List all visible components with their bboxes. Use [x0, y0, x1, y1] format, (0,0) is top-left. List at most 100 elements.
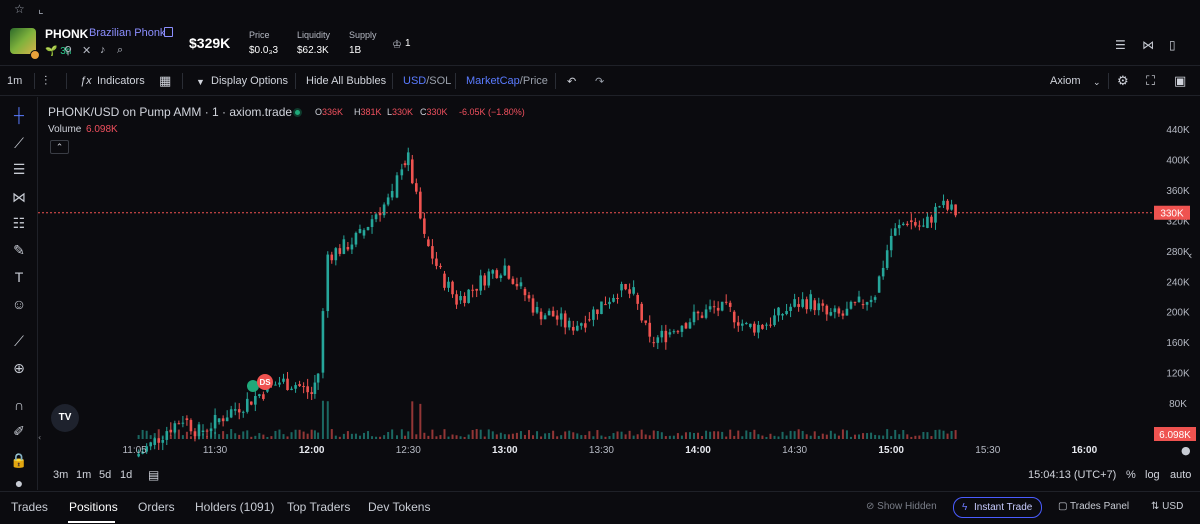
volume-bar: [383, 435, 386, 439]
hide-bubbles-button[interactable]: Hide All Bubbles: [306, 75, 387, 87]
candle-body: [455, 294, 458, 305]
candle-body: [676, 331, 680, 333]
copy-icon[interactable]: [164, 27, 173, 37]
tiktok-icon[interactable]: ♪: [100, 44, 106, 56]
volume-bar: [721, 431, 724, 439]
candle-body: [342, 239, 346, 254]
volume-bar: [286, 436, 289, 439]
candle-body: [934, 206, 937, 223]
interval-button[interactable]: 1m: [7, 75, 23, 87]
ds-marker[interactable]: DS: [247, 374, 273, 392]
eye-icon[interactable]: ●: [14, 475, 24, 491]
tab-holders[interactable]: Holders (1091): [195, 500, 275, 514]
y-tick-label: 120K: [1166, 369, 1190, 380]
auto-toggle[interactable]: auto: [1170, 469, 1192, 481]
tab-top-traders[interactable]: Top Traders: [287, 500, 351, 514]
candle-body: [724, 301, 728, 303]
volume-bar: [463, 436, 466, 439]
text-icon[interactable]: T: [14, 269, 24, 285]
zoom-icon[interactable]: ⊕: [13, 360, 25, 376]
price-chart[interactable]: 440K400K360K320K280K240K200K160K120K80K4…: [38, 97, 1200, 464]
list-icon[interactable]: ☰: [1115, 38, 1126, 52]
scroll-left-icon[interactable]: ‹: [38, 433, 41, 442]
instant-trade-button[interactable]: ϟ Instant Trade: [953, 497, 1042, 518]
ruler-icon[interactable]: ⟋: [14, 333, 24, 349]
fib-icon[interactable]: ☷: [12, 215, 26, 231]
link-icon[interactable]: ⚲: [64, 45, 73, 57]
liquidity-label: Liquidity: [297, 30, 331, 40]
volume-bar: [757, 434, 760, 439]
candle-body: [205, 430, 209, 432]
volume-bar: [407, 431, 410, 439]
candle-body: [809, 294, 813, 310]
volume-bar: [882, 435, 885, 439]
range-1m[interactable]: 1m: [76, 469, 92, 481]
source-select[interactable]: Axiom: [1050, 75, 1081, 87]
brush-icon[interactable]: ✎: [13, 242, 25, 258]
currency-toggle[interactable]: USD/SOL: [403, 75, 451, 87]
candle-type-icon[interactable]: ⫶: [44, 73, 48, 88]
percent-toggle[interactable]: %: [1126, 469, 1136, 481]
trendline-icon[interactable]: ⟋: [14, 135, 24, 151]
candle-body: [580, 323, 583, 326]
tab-orders[interactable]: Orders: [138, 500, 175, 514]
trades-panel-button[interactable]: ▢ Trades Panel: [1058, 501, 1130, 512]
redo-icon[interactable]: ↷: [595, 76, 605, 88]
layout-icon[interactable]: ▦: [159, 73, 172, 88]
volume-bar: [540, 436, 543, 439]
pattern-icon[interactable]: ⋈: [12, 189, 26, 205]
tab-trades[interactable]: Trades: [11, 500, 48, 514]
collapse-legend-button[interactable]: ⌃: [50, 140, 69, 154]
magnet-icon[interactable]: ∩: [13, 397, 25, 413]
candle-body: [403, 163, 407, 166]
fullscreen-icon[interactable]: ⛶: [1146, 73, 1156, 88]
indicators-button[interactable]: Indicators: [97, 75, 145, 87]
display-options-button[interactable]: Display Options: [211, 75, 289, 87]
undo-icon[interactable]: ↶: [567, 76, 577, 88]
bookmark-icon[interactable]: ▯: [1169, 38, 1176, 52]
candle-body: [427, 239, 430, 247]
range-5d[interactable]: 5d: [99, 469, 112, 481]
candle-body: [817, 303, 821, 311]
tradingview-logo[interactable]: TV: [51, 404, 79, 432]
volume-bar: [870, 432, 873, 439]
crosshair-icon[interactable]: ┼: [14, 107, 24, 123]
lock-drawing-icon[interactable]: ✐: [13, 423, 25, 439]
x-icon[interactable]: ✕: [82, 45, 92, 57]
candle-body: [652, 342, 656, 344]
metric-toggle[interactable]: MarketCap/Price: [466, 75, 548, 87]
emoji-icon[interactable]: ☺: [11, 296, 27, 312]
candle-body: [551, 310, 555, 317]
candle-body: [805, 299, 808, 310]
settings-dot-icon[interactable]: ●: [1181, 444, 1191, 457]
ohlc-open-value: 336K: [322, 107, 344, 117]
range-3m[interactable]: 3m: [53, 469, 69, 481]
volume-bar: [906, 434, 909, 439]
volume-bar: [894, 429, 897, 439]
tab-dev-tokens[interactable]: Dev Tokens: [368, 500, 431, 514]
range-1d[interactable]: 1d: [120, 469, 133, 481]
show-hidden-button[interactable]: ⊘ Show Hidden: [866, 501, 937, 512]
token-avatar[interactable]: [10, 28, 36, 54]
log-toggle[interactable]: log: [1145, 469, 1160, 481]
divider: [34, 73, 35, 89]
calendar-icon[interactable]: ▤: [148, 468, 160, 482]
volume-bar: [761, 435, 764, 439]
fx-icon[interactable]: ƒx: [80, 75, 92, 87]
candle-body: [692, 311, 696, 323]
search-icon[interactable]: ⌕: [117, 44, 124, 56]
scroll-right-icon[interactable]: ‹: [1188, 249, 1192, 262]
camera-icon[interactable]: ▣: [1174, 73, 1187, 88]
gear-icon[interactable]: ⚙: [1117, 73, 1129, 88]
chart-icon[interactable]: ⌞: [38, 2, 44, 16]
tab-positions[interactable]: Positions: [69, 500, 118, 514]
hlines-icon[interactable]: ☰: [12, 161, 26, 177]
currency-button[interactable]: ⇅ USD: [1151, 501, 1184, 512]
star-icon[interactable]: ☆: [14, 2, 25, 16]
candle-body: [740, 323, 744, 326]
candle-body: [781, 314, 784, 316]
holders-count: 1: [405, 38, 411, 49]
volume-bar: [656, 430, 659, 439]
lock-icon[interactable]: 🔒: [10, 452, 28, 468]
share-icon[interactable]: ⋈: [1142, 38, 1154, 52]
